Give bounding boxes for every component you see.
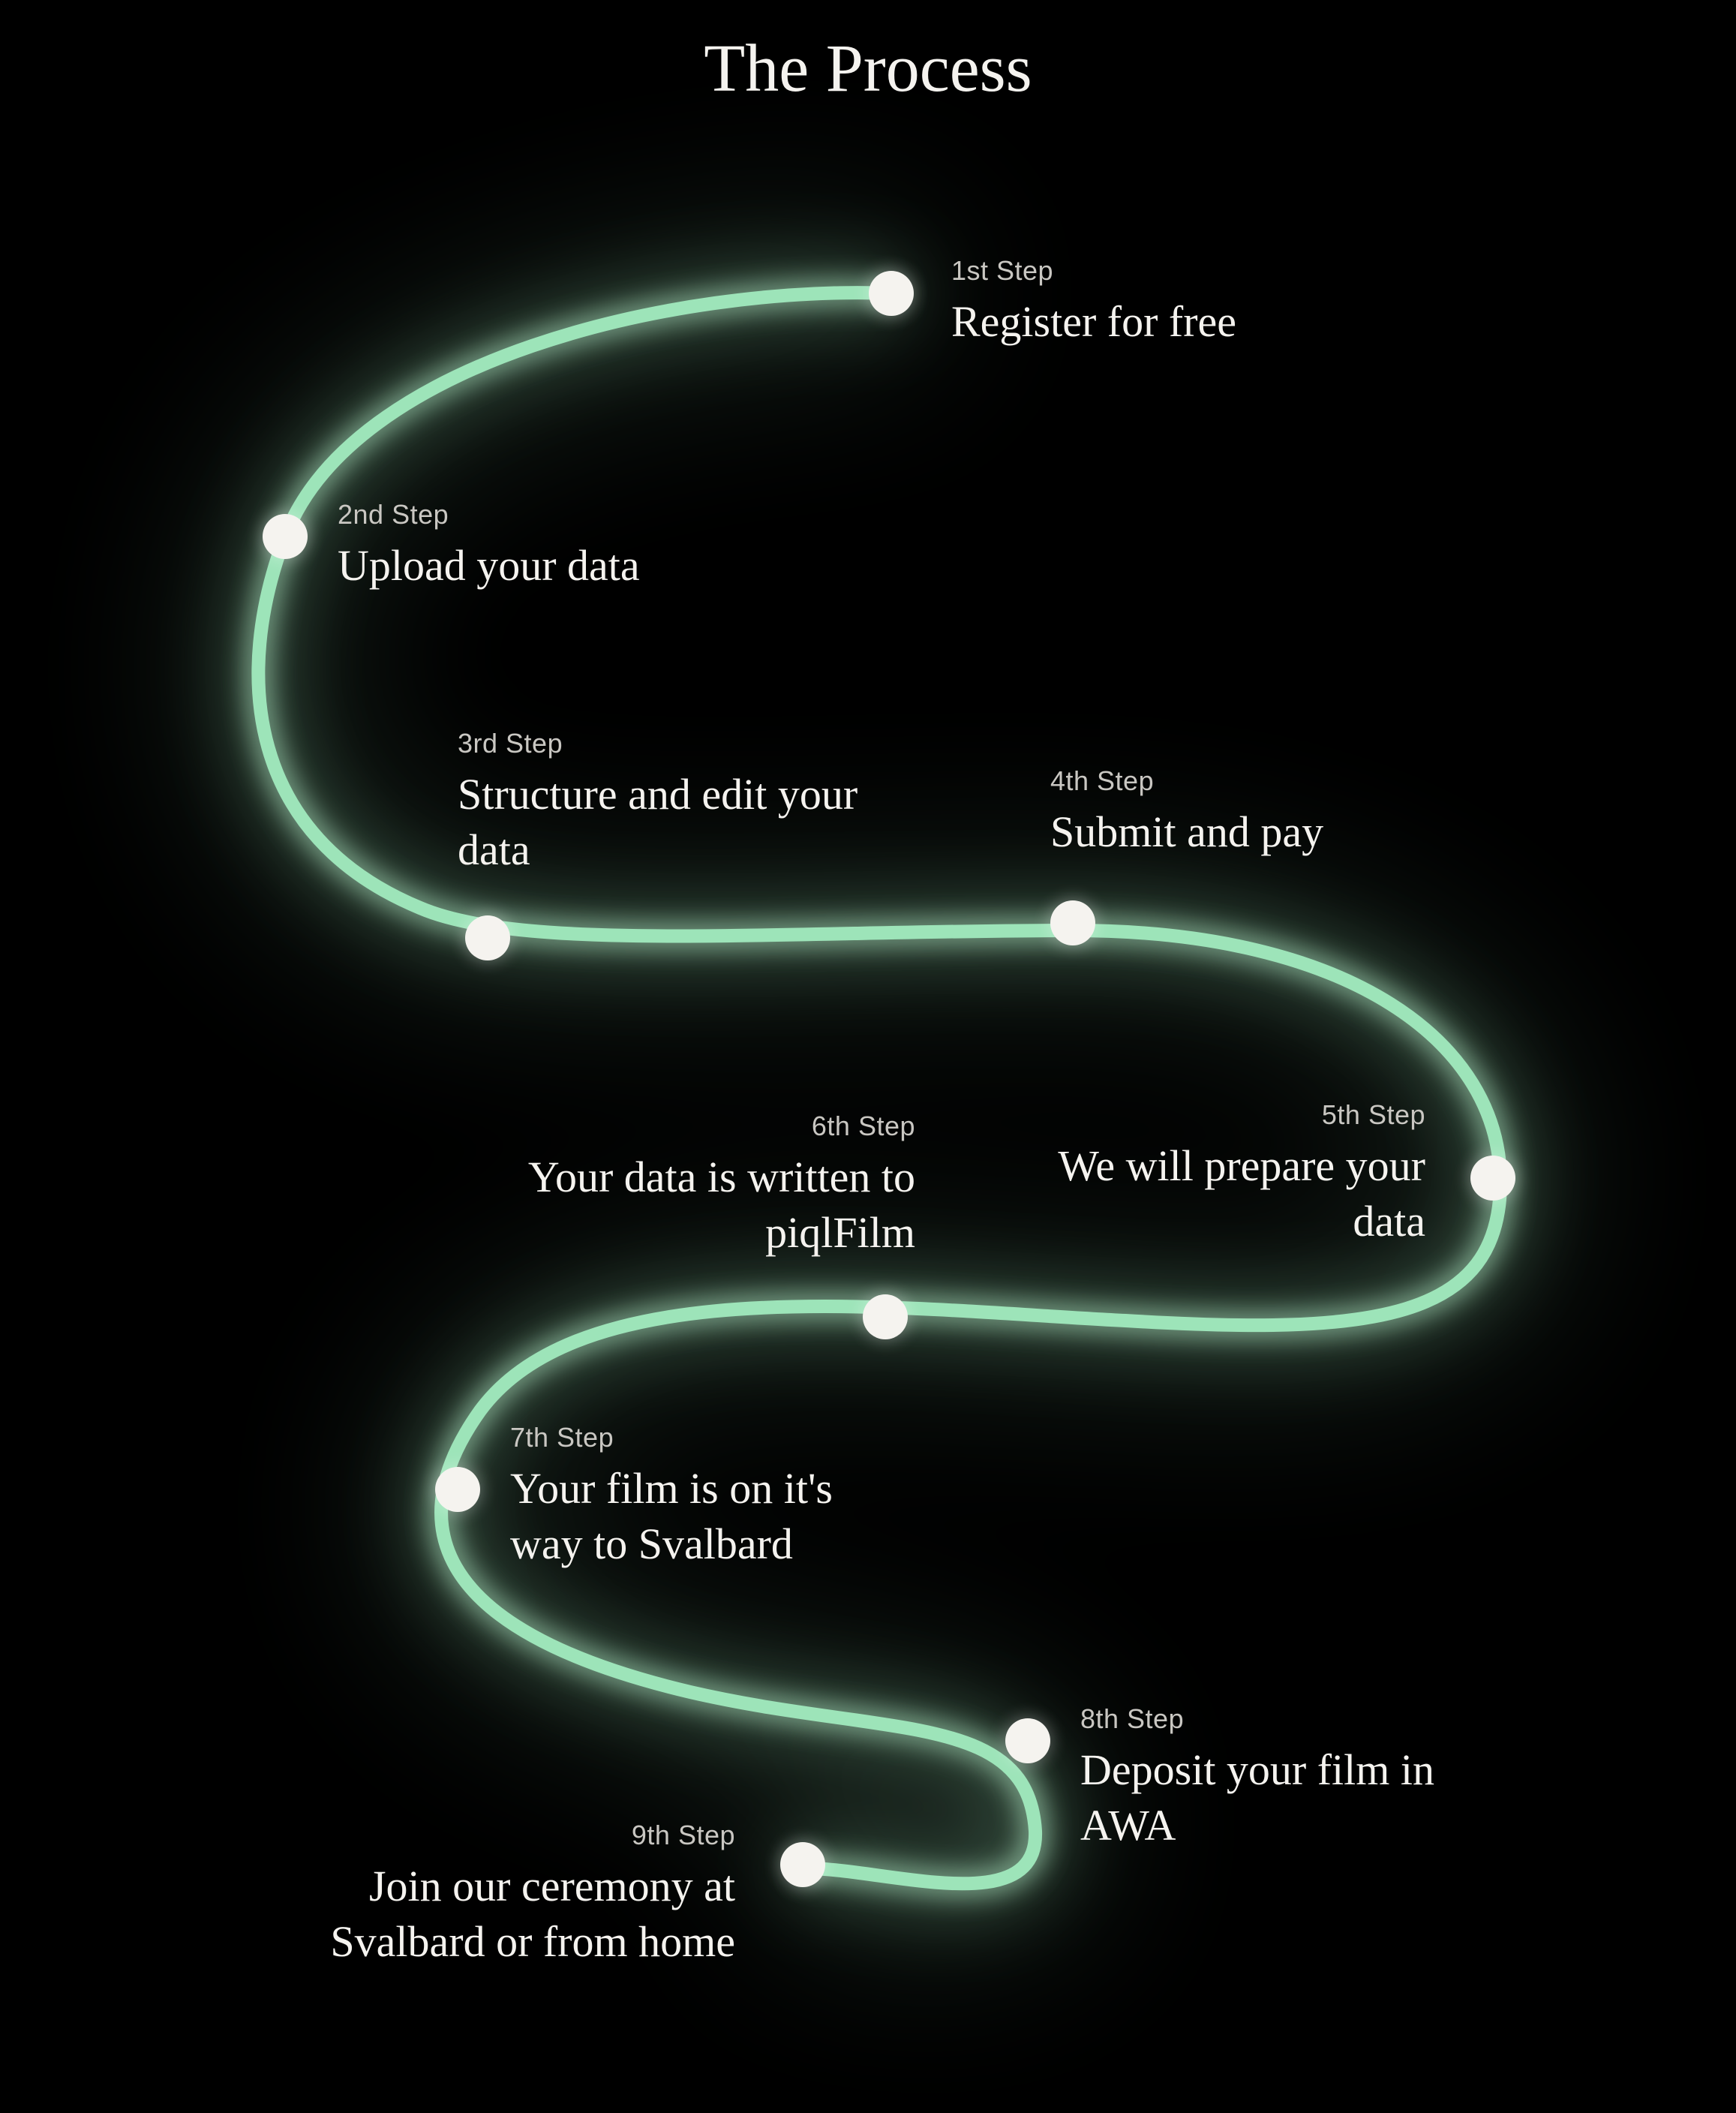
process-node-6 xyxy=(863,1294,908,1339)
step-label: 9th Step xyxy=(210,1820,735,1851)
process-node-9 xyxy=(780,1842,825,1887)
step-label: 4th Step xyxy=(1050,765,1500,797)
page-title: The Process xyxy=(0,30,1736,107)
process-node-4 xyxy=(1050,900,1095,945)
step-label: 8th Step xyxy=(1080,1703,1455,1735)
step-title: Register for free xyxy=(951,294,1476,350)
step-label: 2nd Step xyxy=(338,499,863,531)
step-title: Submit and pay xyxy=(1050,804,1500,860)
process-node-2 xyxy=(263,514,308,559)
process-step-6: 6th Step Your data is written to piqlFilm xyxy=(465,1111,915,1261)
process-step-8: 8th Step Deposit your film in AWA xyxy=(1080,1703,1455,1853)
step-label: 5th Step xyxy=(1050,1099,1425,1131)
process-step-9: 9th Step Join our ceremony at Svalbard or… xyxy=(210,1820,735,1970)
process-node-5 xyxy=(1470,1156,1515,1201)
step-title: Join our ceremony at Svalbard or from ho… xyxy=(210,1859,735,1970)
process-node-1 xyxy=(869,271,914,316)
process-node-3 xyxy=(465,915,510,960)
process-node-8 xyxy=(1005,1718,1050,1763)
process-step-4: 4th Step Submit and pay xyxy=(1050,765,1500,860)
process-step-2: 2nd Step Upload your data xyxy=(338,499,863,594)
step-title: Upload your data xyxy=(338,538,863,594)
step-label: 3rd Step xyxy=(458,728,878,759)
step-label: 7th Step xyxy=(510,1422,915,1453)
process-step-7: 7th Step Your film is on it's way to Sval… xyxy=(510,1422,915,1572)
step-label: 1st Step xyxy=(951,255,1476,287)
process-step-1: 1st Step Register for free xyxy=(951,255,1476,350)
process-step-3: 3rd Step Structure and edit your data xyxy=(458,728,878,878)
step-label: 6th Step xyxy=(465,1111,915,1142)
step-title: Your data is written to piqlFilm xyxy=(465,1150,915,1261)
step-title: We will prepare your data xyxy=(1050,1138,1425,1249)
process-step-5: 5th Step We will prepare your data xyxy=(1050,1099,1425,1249)
step-title: Your film is on it's way to Svalbard xyxy=(510,1461,915,1572)
step-title: Deposit your film in AWA xyxy=(1080,1742,1455,1853)
step-title: Structure and edit your data xyxy=(458,767,878,878)
process-node-7 xyxy=(435,1467,480,1512)
